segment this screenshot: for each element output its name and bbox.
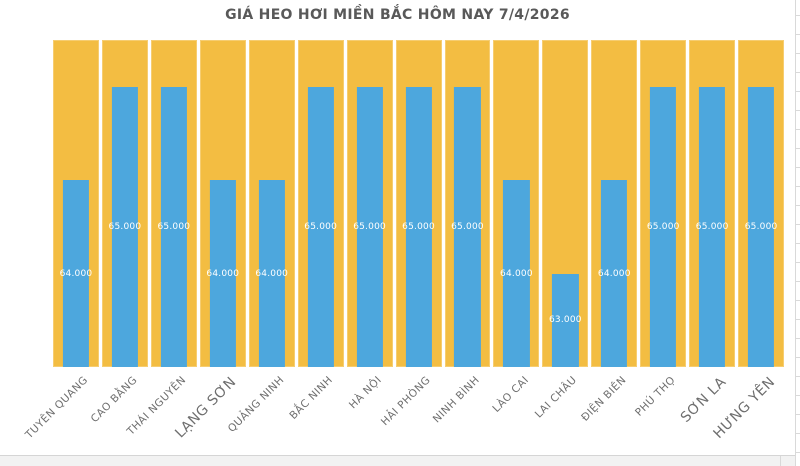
category-slot: 65.000: [395, 40, 442, 367]
sheet-row-gridline: [796, 414, 800, 415]
bar-value-label: 65.000: [402, 221, 435, 232]
category-slot: 65.000: [346, 40, 393, 367]
bar-value-label: 65.000: [744, 221, 778, 232]
sheet-row-gridline: [796, 338, 800, 339]
bar-value-label: 65.000: [353, 221, 386, 232]
value-bar[interactable]: 65.000: [109, 86, 141, 367]
bar-value-label: 65.000: [108, 221, 142, 232]
sheet-row-gridline: [796, 376, 800, 377]
plot-area: 64.000 65.000 65.000 64.000 64.000 65.000 65.0…: [53, 40, 785, 367]
category-slot: 63.000: [542, 40, 589, 367]
sheet-row-gridline: [796, 319, 800, 320]
sheet-row-gridline: [796, 72, 800, 73]
bar-value-label: 63.000: [548, 315, 582, 326]
category-slot: 65.000: [444, 40, 491, 367]
value-bar[interactable]: 65.000: [353, 86, 386, 367]
category-slot: 65.000: [297, 40, 344, 367]
sheet-row-gridline: [796, 53, 800, 54]
sheet-row-gridline: [796, 395, 800, 396]
category-slot: 64.000: [248, 40, 295, 367]
x-axis-label-text: TUYÊN QUANG: [23, 374, 91, 442]
x-axis-label-text: CAO BẰNG: [88, 374, 140, 426]
value-bar[interactable]: 65.000: [451, 86, 484, 367]
value-bar[interactable]: 65.000: [157, 86, 190, 367]
value-bar[interactable]: 63.000: [549, 273, 581, 367]
bar-value-label: 64.000: [597, 268, 631, 279]
bar-value-label: 65.000: [157, 221, 191, 232]
sheet-row-gridline: [796, 357, 800, 358]
chart-title: GIÁ HEO HƠI MIỀN BẮC HÔM NAY 7/4/2026: [225, 7, 570, 23]
value-bar[interactable]: 65.000: [647, 86, 679, 367]
sheet-row-gridline: [796, 205, 800, 206]
bar-value-label: 65.000: [646, 221, 680, 232]
value-bar[interactable]: 64.000: [206, 180, 239, 367]
sheet-row-gridline: [796, 452, 800, 453]
bar-value-label: 64.000: [206, 268, 240, 279]
value-bar[interactable]: 64.000: [255, 180, 288, 367]
x-axis-label-text: HẢI PHÒNG: [378, 374, 433, 429]
sheet-row-gridline: [796, 167, 800, 168]
category-slot: 65.000: [689, 40, 736, 367]
sheet-bottom-row: [0, 455, 795, 466]
x-axis-label-text: LÀO CAI: [489, 374, 531, 415]
category-slot: 65.000: [640, 40, 687, 367]
value-bar[interactable]: 64.000: [60, 180, 92, 367]
category-slot: 64.000: [591, 40, 638, 367]
sheet-row-gridline: [796, 110, 800, 111]
sheet-row-gridline: [796, 91, 800, 92]
category-slot: 64.000: [53, 40, 99, 367]
value-bar[interactable]: 65.000: [402, 86, 435, 367]
bar-value-label: 65.000: [451, 221, 484, 232]
x-axis-label-text: BẮC NINH: [287, 374, 336, 422]
sheet-column-gridline-bottom: [780, 456, 781, 466]
sheet-column-gridline: [795, 0, 796, 466]
category-slot: 64.000: [493, 40, 540, 367]
value-bar[interactable]: 64.000: [500, 180, 533, 367]
category-slot: 65.000: [101, 40, 148, 367]
value-bar[interactable]: 65.000: [304, 86, 337, 367]
bar-value-label: 64.000: [255, 268, 289, 279]
bar-value-label: 64.000: [500, 268, 533, 279]
sheet-row-gridline: [796, 281, 800, 282]
value-bar[interactable]: 65.000: [745, 86, 777, 367]
sheet-row-gridline: [796, 243, 800, 244]
category-slot: 65.000: [738, 40, 785, 367]
sheet-row-gridline: [796, 148, 800, 149]
sheet-row-gridline: [796, 129, 800, 130]
x-axis-label-text: ĐIỆN BIÊN: [578, 374, 629, 424]
category-slot: 64.000: [199, 40, 246, 367]
sheet-row-gridline: [796, 224, 800, 225]
bar-value-label: 64.000: [59, 268, 93, 279]
sheet-row-gridline: [796, 300, 800, 301]
category-slot: 65.000: [150, 40, 197, 367]
sheet-row-gridline: [796, 433, 800, 434]
x-axis-label-text: PHÚ THỌ: [632, 374, 678, 419]
value-bar[interactable]: 64.000: [598, 180, 630, 367]
sheet-row-gridline: [796, 262, 800, 263]
x-axis-label-text: NINH BÌNH: [430, 374, 482, 426]
x-axis-label-text: HÀ NỘI: [346, 374, 385, 412]
sheet-row-gridline: [796, 34, 800, 35]
sheet-row-gridline: [796, 15, 800, 16]
sheet-row-gridline: [796, 186, 800, 187]
bar-value-label: 65.000: [695, 221, 729, 232]
value-bar[interactable]: 65.000: [696, 86, 728, 367]
bar-value-label: 65.000: [304, 221, 338, 232]
x-axis-label-text: LAI CHÂU: [533, 374, 580, 421]
